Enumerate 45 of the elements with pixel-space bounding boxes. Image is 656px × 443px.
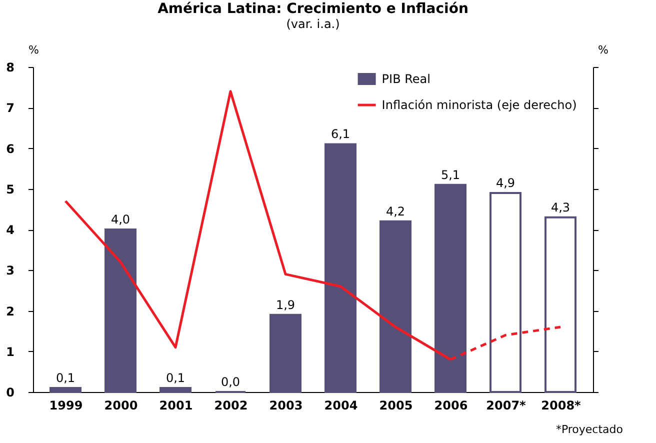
chart-subtitle: (var. i.a.): [286, 17, 340, 31]
data-label: 4,2: [386, 204, 406, 218]
legend-label: Inflación minorista (eje derecho): [382, 98, 577, 112]
bar: [380, 220, 412, 393]
y-tick-label: 6: [6, 142, 14, 156]
x-tick-label: 2006: [434, 398, 468, 412]
x-tick-label: 1999: [49, 398, 83, 412]
y-tick-label: 0: [6, 386, 14, 400]
bar: [324, 143, 356, 393]
x-tick-label: 2002: [214, 398, 248, 412]
data-label: 4,0: [110, 212, 130, 226]
x-tick-label: 2003: [269, 398, 303, 412]
bar: [490, 192, 522, 393]
y-axis-title: %: [28, 44, 39, 56]
y-tick-label: 3: [6, 264, 14, 278]
x-tick-label: 2007*: [486, 398, 527, 412]
y-tick-label: 8: [6, 60, 14, 74]
y-tick-label: 5: [6, 182, 14, 196]
x-tick-label: 2004: [324, 398, 358, 412]
x-tick-label: 2000: [104, 398, 138, 412]
data-label: 0,1: [56, 370, 76, 385]
data-label: 6,1: [330, 127, 350, 142]
y-tick-label: 1: [6, 344, 14, 359]
bar: [104, 228, 136, 393]
data-label: 1,9: [276, 298, 296, 312]
bar: [544, 216, 576, 393]
text: *Proyectado: [556, 423, 624, 436]
y-tick-label: 7: [6, 101, 14, 116]
x-tick-label: 2001: [159, 398, 193, 412]
data-label: 0,1: [166, 370, 186, 385]
bar: [50, 386, 82, 393]
data-label: 0,0: [220, 375, 240, 389]
bar: [160, 386, 192, 393]
bar: [434, 184, 466, 393]
x-tick-label: 2008*: [541, 398, 582, 412]
data-label: 4,9: [496, 176, 516, 190]
legend-label: PIB Real: [382, 72, 431, 86]
x-tick-label: 2005: [379, 398, 413, 412]
data-label: 5,1: [440, 168, 460, 182]
bar: [270, 314, 302, 393]
chart-title: América Latina: Crecimiento e Inflación: [158, 1, 468, 17]
y2-axis-title: %: [598, 44, 608, 56]
y-tick-label: 2: [6, 304, 14, 318]
data-label: 4,3: [550, 200, 570, 214]
y-tick-label: 4: [6, 223, 14, 237]
